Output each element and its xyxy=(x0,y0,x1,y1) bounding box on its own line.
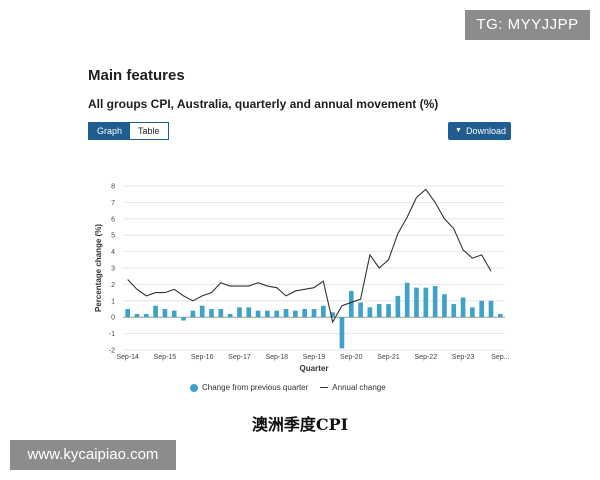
bar-40 xyxy=(498,313,503,318)
y-tick-label-1: -1 xyxy=(109,331,115,338)
watermark-bottom: www.kycaipiao.com xyxy=(10,440,176,470)
bar-3 xyxy=(153,305,158,318)
y-tick-label-10: 8 xyxy=(111,184,115,191)
bar-26 xyxy=(367,307,373,318)
bar-24 xyxy=(348,290,354,318)
y-tick-label-2: 0 xyxy=(111,315,115,322)
bar-10 xyxy=(218,309,224,318)
x-tick-label-3: Sep-17 xyxy=(228,354,251,361)
download-button[interactable]: ▼ Download xyxy=(448,122,511,140)
y-tick-label-8: 6 xyxy=(111,216,115,223)
bar-28 xyxy=(386,304,391,318)
legend-swatch-bars xyxy=(190,383,198,392)
bar-31 xyxy=(414,287,419,318)
bar-5 xyxy=(171,310,177,318)
x-tick-label-6: Sep-20 xyxy=(340,354,363,361)
bar-4 xyxy=(162,309,168,318)
bar-33 xyxy=(432,286,438,318)
bar-7 xyxy=(190,310,196,318)
y-tick-label-5: 3 xyxy=(111,266,115,273)
bar-37 xyxy=(470,307,475,318)
section-title: Main features xyxy=(88,67,185,84)
download-label: Download xyxy=(465,126,506,136)
y-axis-title: Percentage change (%) xyxy=(94,224,103,312)
bar-15 xyxy=(265,310,270,318)
chart-title: All groups CPI, Australia, quarterly and… xyxy=(88,97,439,111)
x-tick-label-9: Sep-23 xyxy=(452,354,475,361)
x-tick-label-0: Sep-14 xyxy=(116,354,139,361)
bar-17 xyxy=(283,309,289,318)
x-tick-label-4: Sep-18 xyxy=(265,354,288,361)
bar-32 xyxy=(423,287,429,318)
x-tick-label-10: Sep... xyxy=(491,354,509,361)
x-tick-label-5: Sep-19 xyxy=(303,354,326,361)
legend-item-bars[interactable]: Change from previous quarter xyxy=(190,383,308,392)
bar-19 xyxy=(302,309,308,318)
bar-9 xyxy=(209,309,214,318)
x-tick-labels: Sep-14 Sep-15 Sep-16 Sep-17 Sep-18 Sep-19 Sep-… xyxy=(116,354,509,361)
bar-1 xyxy=(134,313,140,318)
bar-38 xyxy=(479,300,485,318)
bar-34 xyxy=(442,294,447,318)
chart-legend: Change from previous quarter Annual chan… xyxy=(190,383,386,392)
bar-23 xyxy=(339,317,345,349)
x-axis-title: Quarter xyxy=(300,364,329,373)
bar-16 xyxy=(274,310,280,318)
chart-line xyxy=(127,188,492,324)
bar-12 xyxy=(237,307,242,318)
bar-36 xyxy=(460,297,466,318)
bar-11 xyxy=(227,313,233,318)
bar-6 xyxy=(181,317,186,321)
chart-grid xyxy=(123,185,505,351)
bar-18 xyxy=(293,310,298,318)
bar-25 xyxy=(358,302,363,318)
legend-swatch-line xyxy=(320,387,329,388)
chevron-down-icon: ▼ xyxy=(455,127,462,134)
bar-2 xyxy=(143,313,149,318)
tab-graph[interactable]: Graph xyxy=(89,123,131,139)
y-tick-label-4: 2 xyxy=(111,282,115,289)
bar-20 xyxy=(311,309,317,318)
bar-0 xyxy=(125,309,130,318)
x-tick-label-8: Sep-22 xyxy=(415,354,438,361)
bar-30 xyxy=(404,282,410,318)
annual-change-line xyxy=(127,188,492,324)
bar-13 xyxy=(246,307,252,318)
legend-label-line: Annual change xyxy=(332,383,386,392)
x-tick-label-2: Sep-16 xyxy=(191,354,214,361)
x-tick-label-7: Sep-21 xyxy=(377,354,400,361)
chart-bars xyxy=(125,282,503,349)
legend-item-line[interactable]: Annual change xyxy=(320,383,386,392)
y-tick-labels: -2 -1 0 1 2 3 4 5 6 7 8 xyxy=(109,184,115,355)
bar-27 xyxy=(376,304,382,318)
y-tick-label-7: 5 xyxy=(111,233,115,240)
bar-21 xyxy=(320,305,326,318)
bar-39 xyxy=(488,300,494,318)
y-tick-label-3: 1 xyxy=(111,298,115,305)
view-tabs: Graph Table xyxy=(88,122,169,140)
bar-35 xyxy=(451,304,457,318)
watermark-top: TG: MYYJJPP xyxy=(465,10,590,40)
y-tick-label-9: 7 xyxy=(111,200,115,207)
bar-29 xyxy=(395,295,401,318)
bar-14 xyxy=(255,310,261,318)
bar-22 xyxy=(330,312,335,318)
caption: 澳洲季度CPI xyxy=(251,415,349,434)
tab-table[interactable]: Table xyxy=(130,123,168,139)
legend-label-bars: Change from previous quarter xyxy=(202,383,309,392)
y-tick-label-6: 4 xyxy=(111,249,115,256)
bar-8 xyxy=(199,305,205,318)
y-tick-label-0: -2 xyxy=(109,348,115,355)
x-tick-label-1: Sep-15 xyxy=(154,354,177,361)
